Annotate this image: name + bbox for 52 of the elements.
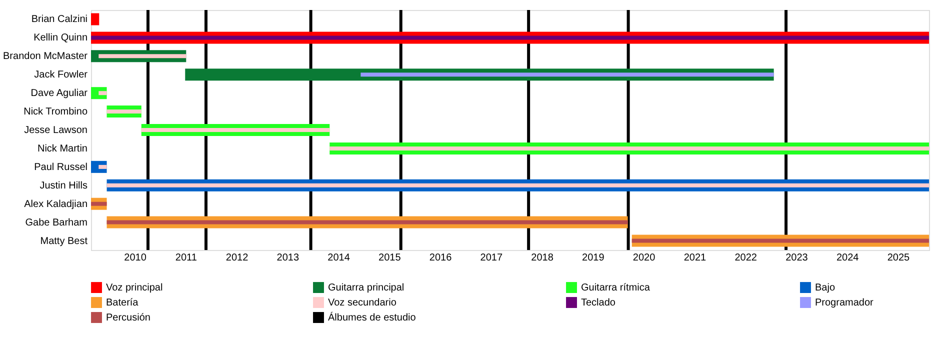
bar: [91, 13, 100, 26]
x-tick-label: 2015: [378, 252, 402, 264]
x-tick-label: 2012: [226, 252, 249, 264]
bar: [106, 220, 628, 224]
x-tick-label: 2019: [582, 252, 605, 264]
x-tick-label: 2022: [734, 252, 758, 264]
y-tick-label: Alex Kaladjian: [24, 198, 88, 210]
y-tick-label: Gabe Barham: [25, 217, 88, 228]
x-tick-label: 2023: [786, 252, 808, 264]
bar: [360, 72, 774, 77]
x-tick-label: 2025: [887, 252, 910, 264]
bar: [106, 110, 142, 114]
legend-label: Guitarra principal: [328, 282, 404, 294]
y-tick-label: Brandon McMaster: [3, 51, 88, 62]
y-tick-label: Nick Trombino: [24, 106, 88, 118]
x-tick-label: 2018: [531, 252, 554, 264]
x-tick-label: 2010: [124, 252, 147, 264]
x-tick-label: 2021: [684, 252, 706, 264]
y-tick-label: Dave Aguliar: [30, 88, 88, 100]
x-tick-label: 2011: [175, 252, 198, 264]
x-tick-label: 2016: [429, 252, 452, 264]
bar: [98, 54, 186, 58]
x-tick-label: 2014: [328, 252, 350, 264]
bar: [98, 91, 107, 96]
bar: [632, 238, 929, 243]
legend-label: Teclado: [581, 298, 616, 308]
legend-label: Voz principal: [106, 282, 163, 294]
y-tick-label: Brian Calzini: [31, 14, 88, 26]
y-tick-label: Jesse Lawson: [24, 125, 88, 136]
x-tick-label: 2020: [632, 252, 656, 264]
x-tick-label: 2013: [276, 252, 300, 264]
x-tick-label: 2024: [836, 252, 860, 264]
legend-label: Percusión: [106, 312, 150, 324]
bar: [106, 183, 929, 188]
bar: [330, 146, 929, 150]
bar: [91, 36, 929, 40]
legend-label: Bajo: [815, 282, 836, 294]
y-tick-label: Paul Russel: [34, 162, 88, 173]
legend-label: Voz secundario: [328, 298, 397, 308]
y-tick-label: Kellin Quinn: [34, 32, 88, 44]
legend-label: Guitarra rítmica: [581, 282, 650, 294]
legend-label: Batería: [106, 298, 139, 308]
legend-label: Programador: [815, 298, 874, 308]
x-tick-label: 2017: [480, 252, 503, 264]
bar: [98, 164, 107, 169]
y-tick-label: Nick Martin: [37, 143, 88, 154]
y-tick-label: Justin Hills: [40, 180, 88, 192]
bar: [141, 128, 330, 132]
legend-label: Álbumes de estudio: [328, 312, 416, 324]
y-tick-label: Jack Fowler: [34, 70, 88, 81]
y-tick-label: Matty Best: [40, 236, 88, 247]
bar: [91, 202, 107, 206]
